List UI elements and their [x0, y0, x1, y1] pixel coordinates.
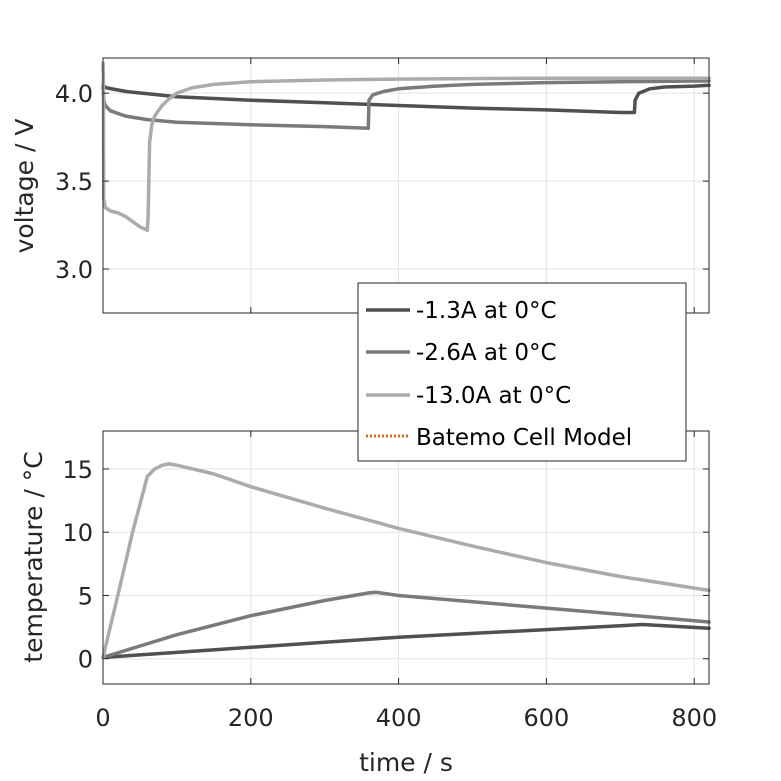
- x-tick-label: 800: [671, 704, 717, 732]
- legend-box: [357, 282, 687, 462]
- x-tick-label: 400: [376, 704, 422, 732]
- temperature-ticks: 0 200 400 600 800 0 5 10 15: [62, 431, 717, 732]
- voltage-grid: [102, 58, 709, 313]
- x-tick-label: 200: [228, 704, 274, 732]
- legend-label-13a: -13.0A at 0°C: [416, 383, 571, 409]
- temperature-series-2-6a-at-0-c: [101, 590, 711, 660]
- legend: -1.3A at 0°C -2.6A at 0°C -13.0A at 0°C …: [357, 282, 687, 462]
- voltage-plot-area: [103, 58, 709, 313]
- temperature-series-group: [101, 462, 711, 660]
- temperature-plot: 0 200 400 600 800 0 5 10 15 temperature / °C tim…: [19, 430, 717, 777]
- voltage-series-1-3a-at-0-c: [101, 83, 711, 115]
- legend-label-1-3a: -1.3A at 0°C: [416, 298, 557, 324]
- temperature-series-1-3a-at-0-c: [101, 622, 711, 660]
- temperature-axis-label: temperature / °C: [19, 451, 48, 662]
- voltage-y-tick-label: 3.0: [55, 256, 93, 284]
- voltage-axis-label: voltage / V: [10, 119, 39, 254]
- voltage-y-tick-label: 4.0: [55, 80, 93, 108]
- time-axis-label: time / s: [359, 748, 453, 777]
- voltage-series-2-6a-at-0-c: [101, 79, 711, 131]
- legend-label-2-6a: -2.6A at 0°C: [416, 340, 557, 366]
- voltage-plot: 3.0 3.5 4.0 voltage / V: [10, 57, 711, 314]
- voltage-series-group: [101, 61, 711, 233]
- voltage-series-13-0a-at-0-c: [101, 61, 711, 233]
- x-tick-label: 0: [95, 704, 110, 732]
- temperature-y-tick-label: 15: [62, 456, 93, 484]
- temperature-y-tick-label: 0: [78, 646, 93, 674]
- temperature-y-tick-label: 5: [78, 582, 93, 610]
- temperature-series-13-0a-at-0-c: [101, 462, 711, 660]
- voltage-y-tick-label: 3.5: [55, 168, 93, 196]
- x-tick-label: 600: [524, 704, 570, 732]
- legend-label-batemo-model: Batemo Cell Model: [416, 425, 632, 451]
- temperature-y-tick-label: 10: [62, 519, 93, 547]
